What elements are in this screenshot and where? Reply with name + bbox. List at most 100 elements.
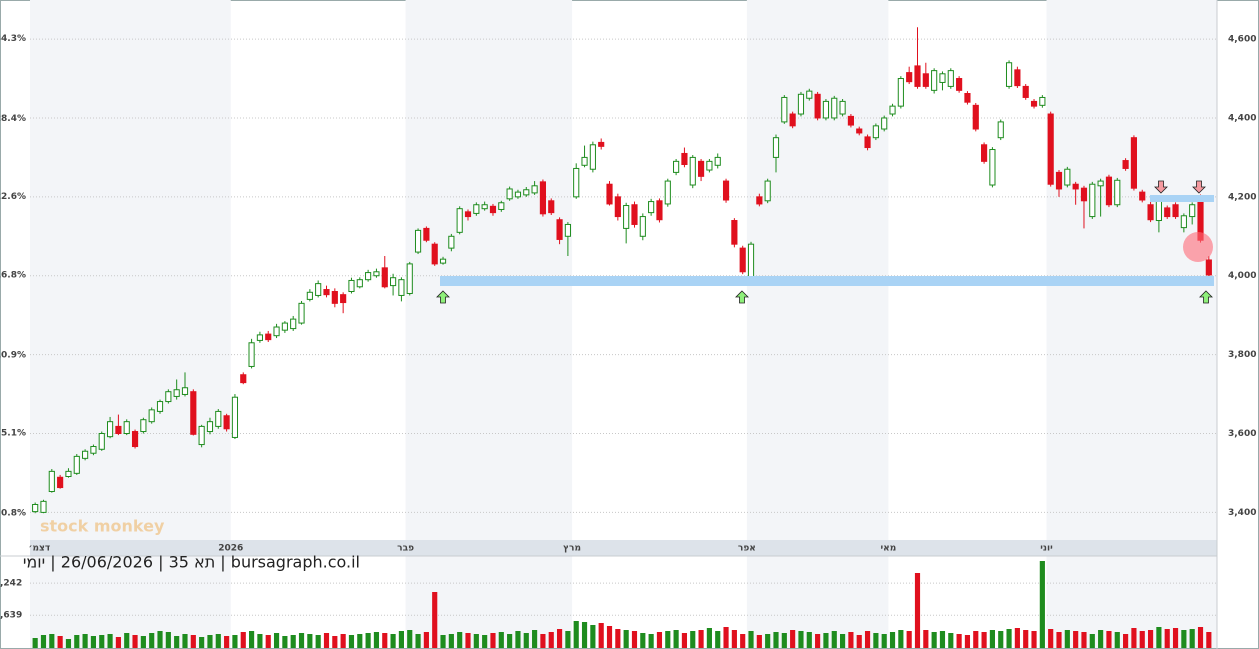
candle-body [414,229,422,253]
x-tick-label: מאי [881,544,897,554]
candle-body [1014,69,1021,87]
up-arrow [436,290,450,304]
candle-body [1205,259,1212,276]
candle-body [864,136,871,149]
support-band [440,276,1214,286]
candle-body [481,204,488,210]
volume-bar [1164,629,1170,648]
volume-bar [1197,627,1204,648]
candle-body [956,78,963,91]
header: bursagraph.co.il | תא 35 | 26/06/2026 | … [23,553,360,572]
month-band [405,0,573,540]
volume-bar [115,637,121,648]
candle-body [1180,215,1187,229]
candle-body [381,267,388,288]
candle-body [906,72,913,83]
x-tick-label: יוני [1040,544,1053,554]
candle-body [889,105,896,115]
candle-body [1155,199,1162,222]
candle-body [140,419,147,433]
volume-bar [315,635,321,648]
volume-bar [107,634,113,648]
volume-bar [49,634,55,648]
volume-bar [956,634,962,648]
volume-bar [249,631,255,648]
candle-body [872,125,879,139]
volume-bar [665,631,671,648]
volume-bar [698,630,704,648]
volume-bar [1048,629,1054,648]
volume-bar [207,635,213,648]
volume-bar [1131,628,1137,648]
candle-body [331,291,338,304]
candle-body [1030,100,1038,107]
candle-body [48,470,55,492]
volume-bar [748,631,754,648]
volume-bar [448,634,454,648]
volume-bar [1056,632,1062,648]
candle-body [1064,168,1071,186]
candle-body [656,200,663,221]
down-arrow [1192,180,1206,194]
x-tick-label: פבר [397,544,414,554]
volume-bar [1006,629,1012,648]
volume-bar [823,633,829,648]
candle-body [939,73,946,83]
candle-body [1189,204,1196,218]
volume-bar [332,636,338,648]
candle-body [215,410,222,427]
candle-body [165,391,172,403]
candle-body [90,446,97,454]
candle-body [631,204,638,225]
candle-body [131,431,139,448]
volume-bar [465,633,471,648]
candle-body [756,196,763,205]
y2-tick-label: 16.8% [0,271,26,281]
volume-bar [57,636,63,648]
y2-tick-label: 0.8% [1,508,26,518]
y2-tick-label: 34.3% [0,34,26,44]
candle-body [739,247,746,273]
candle-body [206,421,214,433]
candle-body [298,302,305,324]
highlight-circle [1183,232,1213,262]
candle-body [1147,204,1154,221]
candle-body [82,450,89,459]
candle-body [648,201,655,214]
volume-bar [523,633,529,648]
candle-body [747,243,755,280]
y-tick-label: 4,200 [1228,192,1256,202]
candle-body [498,202,505,210]
volume-bar [357,634,363,648]
volume-bar [806,632,812,648]
volume-bar [715,631,721,648]
candle-body [98,433,105,450]
watermark: stock monkey [40,517,165,536]
volume-bar [781,633,787,648]
candle-body [198,425,205,446]
volume-bar [282,636,288,648]
volume-bar [1039,561,1045,648]
candle-body [797,93,805,115]
volume-bar [798,631,804,648]
candle-body [589,144,596,170]
candle-body [531,185,538,194]
volume-bar [365,633,371,648]
volume-bar [90,636,97,648]
volume-bar [1139,631,1145,648]
candle-body [673,160,680,173]
candle-body [714,156,721,166]
volume-bar [964,635,971,648]
volume-bar [290,635,296,648]
volume-bar [1073,631,1079,648]
month-band [30,556,231,648]
volume-bar [307,634,313,648]
candle-body [464,211,472,218]
candle-body [181,387,189,395]
volume-bar [273,633,280,648]
volume-bar [1023,630,1029,648]
volume-bar [815,634,821,648]
candle-body [856,128,863,134]
volume-bar [190,635,196,648]
volume-bar [540,634,546,648]
